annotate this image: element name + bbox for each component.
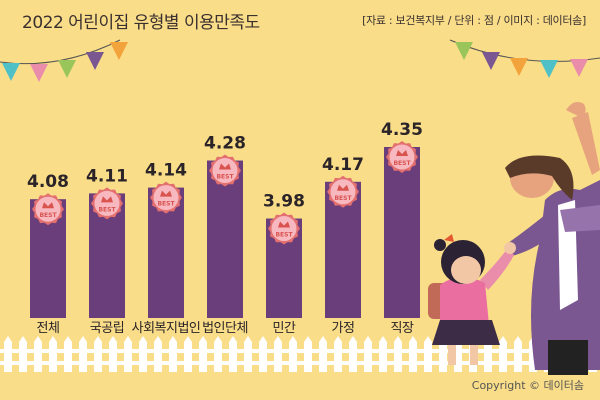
category-label: 민간 bbox=[273, 321, 296, 336]
best-badge: BEST bbox=[327, 175, 359, 208]
fence-picket bbox=[244, 336, 252, 372]
child-illustration bbox=[428, 234, 516, 365]
svg-text:BEST: BEST bbox=[216, 174, 234, 181]
fence-picket bbox=[334, 336, 342, 372]
value-label: 4.14 bbox=[145, 161, 187, 181]
child-face bbox=[451, 256, 481, 284]
child-hand bbox=[504, 242, 516, 254]
child-ribbon bbox=[444, 234, 454, 242]
copyright-text: Copyright © 데이터솜 bbox=[471, 379, 584, 392]
fence-picket bbox=[19, 336, 27, 372]
bar bbox=[207, 160, 243, 318]
bunting-decoration bbox=[0, 39, 600, 82]
svg-text:BEST: BEST bbox=[334, 195, 352, 202]
best-badge: BEST bbox=[32, 193, 64, 226]
bunting-flag bbox=[30, 64, 48, 82]
best-badge: BEST bbox=[268, 212, 300, 245]
fence-picket bbox=[4, 336, 12, 372]
child-skirt bbox=[432, 320, 500, 345]
bunting-flag bbox=[58, 60, 76, 78]
fence-picket bbox=[424, 336, 432, 372]
category-label: 법인단체 bbox=[202, 321, 248, 336]
value-label: 4.35 bbox=[381, 120, 423, 140]
fence-picket bbox=[499, 336, 507, 372]
woman-lower-arm bbox=[505, 215, 556, 256]
bunting-flag bbox=[86, 52, 104, 70]
child-leg-left bbox=[448, 345, 456, 365]
bunting-flag bbox=[2, 63, 20, 81]
woman-arm bbox=[572, 112, 600, 175]
chart-title: 2022 어린이집 유형별 이용만족도 bbox=[22, 13, 260, 33]
fence-picket bbox=[199, 336, 207, 372]
fence-picket bbox=[49, 336, 57, 372]
fence-picket bbox=[169, 336, 177, 372]
category-label: 전체 bbox=[37, 321, 60, 336]
fence-picket bbox=[514, 336, 522, 372]
svg-text:BEST: BEST bbox=[157, 201, 175, 208]
fence-picket bbox=[364, 336, 372, 372]
badges-group: BEST BEST BEST BEST BEST BEST BEST bbox=[32, 141, 418, 245]
fence-picket bbox=[229, 336, 237, 372]
bar bbox=[384, 147, 420, 318]
bunting-flag bbox=[540, 60, 558, 78]
svg-text:BEST: BEST bbox=[275, 232, 293, 239]
category-labels-group: 전체 국공립 사회복지법인 법인단체 민간 가정 직장 bbox=[37, 321, 415, 336]
value-label: 4.08 bbox=[27, 172, 69, 192]
category-label: 직장 bbox=[391, 321, 414, 336]
fence-picket bbox=[154, 336, 162, 372]
bunting-flag bbox=[510, 58, 528, 76]
fence-picket bbox=[394, 336, 402, 372]
fence-picket bbox=[109, 336, 117, 372]
fence-picket bbox=[184, 336, 192, 372]
fence-picket bbox=[319, 336, 327, 372]
value-label: 4.28 bbox=[204, 134, 246, 154]
fence-picket bbox=[304, 336, 312, 372]
fence-picket bbox=[349, 336, 357, 372]
fence-picket bbox=[34, 336, 42, 372]
bunting-flag bbox=[482, 52, 500, 70]
category-label: 사회복지법인 bbox=[132, 321, 201, 336]
best-badge: BEST bbox=[150, 181, 182, 214]
fence-picket bbox=[139, 336, 147, 372]
woman-legs bbox=[548, 340, 588, 375]
bunting-flag bbox=[455, 42, 473, 60]
woman-illustration bbox=[505, 102, 600, 375]
svg-text:BEST: BEST bbox=[98, 206, 116, 213]
svg-text:BEST: BEST bbox=[393, 160, 411, 167]
fence-picket bbox=[259, 336, 267, 372]
fence-picket bbox=[94, 336, 102, 372]
fence-picket bbox=[274, 336, 282, 372]
child-arm bbox=[480, 248, 514, 290]
fence-picket bbox=[79, 336, 87, 372]
fence-picket bbox=[64, 336, 72, 372]
fence-decoration bbox=[0, 336, 600, 372]
fence-picket bbox=[124, 336, 132, 372]
source-note: [자료 : 보건복지부 / 단위 : 점 / 이미지 : 데이터솜] bbox=[362, 14, 586, 27]
woman-hand bbox=[566, 102, 586, 118]
child-leg-right bbox=[470, 345, 478, 365]
fence-picket bbox=[379, 336, 387, 372]
value-label: 4.17 bbox=[322, 155, 364, 175]
bunting-flag bbox=[570, 59, 588, 77]
fence-picket bbox=[289, 336, 297, 372]
value-labels-group: 4.08 4.11 4.14 4.28 3.98 4.17 4.35 bbox=[27, 120, 423, 212]
svg-text:BEST: BEST bbox=[39, 212, 57, 219]
best-badge: BEST bbox=[209, 154, 241, 187]
best-badge: BEST bbox=[91, 187, 123, 220]
value-label: 4.11 bbox=[86, 166, 128, 186]
category-label: 가정 bbox=[332, 321, 355, 336]
fence-picket bbox=[409, 336, 417, 372]
child-bun bbox=[434, 239, 446, 251]
bunting-flag bbox=[110, 42, 128, 60]
category-label: 국공립 bbox=[90, 321, 124, 336]
woman-hair bbox=[505, 155, 574, 200]
best-badge: BEST bbox=[386, 141, 418, 173]
fence-picket bbox=[214, 336, 222, 372]
value-label: 3.98 bbox=[263, 192, 305, 212]
woman-lapel bbox=[560, 205, 600, 232]
